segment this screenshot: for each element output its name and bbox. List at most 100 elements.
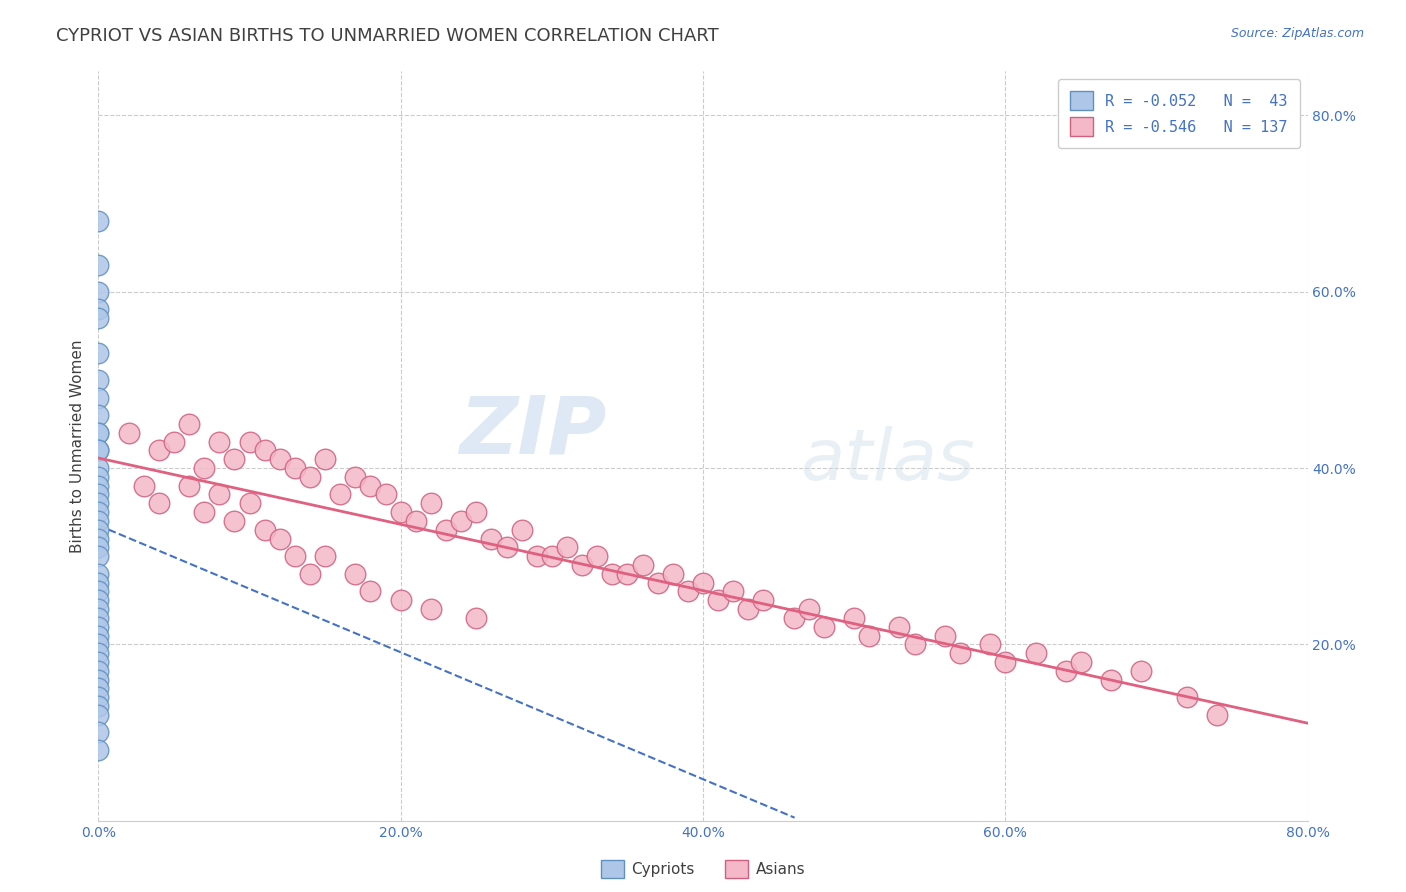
Point (87, 461, 110, 475)
Point (737, 602, 759, 616)
Point (87, 425, 110, 440)
Point (813, 620, 835, 634)
Point (389, 593, 412, 607)
Text: Source: ZipAtlas.com: Source: ZipAtlas.com (1230, 27, 1364, 40)
Point (284, 461, 307, 475)
Point (1024, 646, 1046, 660)
Point (224, 452, 246, 467)
Point (87, 593, 110, 607)
Point (269, 452, 291, 467)
Point (208, 487, 231, 501)
Point (208, 434, 231, 449)
Point (994, 655, 1017, 669)
Point (87, 470, 110, 484)
Legend: Cypriots, Asians: Cypriots, Asians (595, 854, 811, 884)
Point (1099, 673, 1122, 687)
Point (87, 566, 110, 581)
Point (797, 602, 820, 616)
Point (224, 514, 246, 528)
Point (1130, 664, 1153, 678)
Point (87, 611, 110, 625)
Point (602, 566, 624, 581)
Point (148, 496, 170, 510)
Point (87, 725, 110, 739)
Point (526, 549, 548, 564)
Point (420, 496, 443, 510)
Text: ZIP: ZIP (458, 392, 606, 470)
Point (148, 443, 170, 458)
Point (87, 584, 110, 599)
Point (87, 743, 110, 757)
Legend: R = -0.052   N =  43, R = -0.546   N = 137: R = -0.052 N = 43, R = -0.546 N = 137 (1057, 79, 1301, 148)
Point (465, 611, 488, 625)
Text: atlas: atlas (800, 426, 974, 495)
Point (87, 487, 110, 501)
Point (344, 470, 367, 484)
Point (87, 496, 110, 510)
Point (179, 478, 201, 492)
Point (253, 523, 276, 537)
Point (87, 311, 110, 326)
Point (87, 699, 110, 714)
Point (1175, 690, 1198, 705)
Point (193, 461, 215, 475)
Point (87, 707, 110, 722)
Point (555, 541, 578, 555)
Point (87, 478, 110, 492)
Point (87, 681, 110, 696)
Point (389, 505, 412, 519)
Point (510, 523, 533, 537)
Point (87, 505, 110, 519)
Point (858, 628, 880, 642)
Point (299, 566, 322, 581)
Text: CYPRIOT VS ASIAN BIRTHS TO UNMARRIED WOMEN CORRELATION CHART: CYPRIOT VS ASIAN BIRTHS TO UNMARRIED WOM… (56, 27, 718, 45)
Point (934, 628, 956, 642)
Point (465, 505, 488, 519)
Point (661, 566, 683, 581)
Point (118, 425, 141, 440)
Point (904, 637, 927, 651)
Point (360, 478, 382, 492)
Point (87, 690, 110, 705)
Point (707, 593, 730, 607)
Point (239, 496, 262, 510)
Point (87, 346, 110, 360)
Point (586, 549, 609, 564)
Y-axis label: Births to Unmarried Women: Births to Unmarried Women (69, 339, 84, 553)
Point (405, 514, 427, 528)
Point (676, 584, 699, 599)
Point (87, 541, 110, 555)
Point (329, 487, 352, 501)
Point (889, 620, 911, 634)
Point (87, 258, 110, 272)
Point (1206, 707, 1229, 722)
Point (752, 593, 775, 607)
Point (87, 285, 110, 299)
Point (87, 523, 110, 537)
Point (87, 637, 110, 651)
Point (783, 611, 806, 625)
Point (87, 532, 110, 546)
Point (481, 532, 503, 546)
Point (450, 514, 472, 528)
Point (299, 470, 322, 484)
Point (284, 549, 307, 564)
Point (344, 566, 367, 581)
Point (949, 646, 972, 660)
Point (87, 443, 110, 458)
Point (360, 584, 382, 599)
Point (163, 434, 186, 449)
Point (434, 523, 457, 537)
Point (253, 443, 276, 458)
Point (239, 434, 262, 449)
Point (1054, 664, 1077, 678)
Point (87, 443, 110, 458)
Point (87, 673, 110, 687)
Point (844, 611, 866, 625)
Point (647, 575, 669, 590)
Point (314, 452, 336, 467)
Point (374, 487, 396, 501)
Point (979, 637, 1001, 651)
Point (193, 505, 215, 519)
Point (314, 549, 336, 564)
